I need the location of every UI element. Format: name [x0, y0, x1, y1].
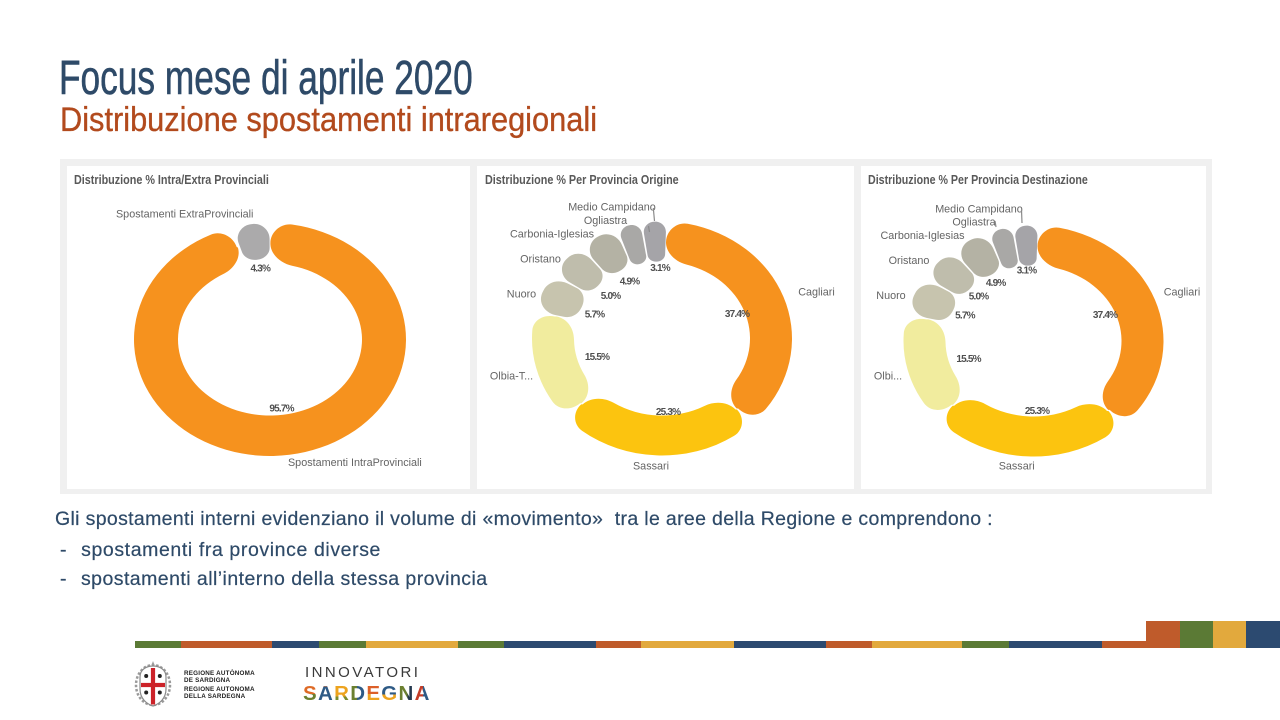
svg-text:25.3%: 25.3%: [1025, 406, 1050, 417]
svg-text:95.7%: 95.7%: [269, 403, 294, 414]
svg-text:25.3%: 25.3%: [656, 407, 681, 418]
svg-text:Olbi...: Olbi...: [874, 371, 902, 383]
svg-text:37.4%: 37.4%: [1093, 310, 1118, 321]
svg-text:3.1%: 3.1%: [1017, 266, 1038, 277]
svg-text:Cagliari: Cagliari: [798, 287, 835, 299]
svg-text:Oristano: Oristano: [889, 255, 930, 267]
svg-text:Oristano: Oristano: [520, 254, 561, 266]
svg-text:Ogliastra: Ogliastra: [584, 215, 627, 227]
svg-text:5.7%: 5.7%: [955, 310, 976, 321]
svg-text:Sassari: Sassari: [999, 461, 1035, 473]
svg-text:Cagliari: Cagliari: [1164, 287, 1201, 299]
svg-text:Carbonia-Iglesias: Carbonia-Iglesias: [510, 229, 595, 241]
svg-text:5.0%: 5.0%: [969, 292, 990, 303]
svg-text:Sassari: Sassari: [633, 461, 669, 473]
svg-text:Olbia-T...: Olbia-T...: [490, 371, 533, 383]
svg-text:15.5%: 15.5%: [585, 352, 610, 363]
svg-text:Medio Campidano: Medio Campidano: [935, 203, 1023, 215]
svg-text:Nuoro: Nuoro: [507, 289, 536, 301]
svg-text:Carbonia-Iglesias: Carbonia-Iglesias: [880, 230, 965, 242]
svg-text:4.9%: 4.9%: [986, 278, 1007, 289]
svg-text:Spostamenti ExtraProvinciali: Spostamenti ExtraProvinciali: [116, 209, 253, 221]
svg-text:5.0%: 5.0%: [601, 291, 622, 302]
svg-text:5.7%: 5.7%: [585, 310, 606, 321]
svg-text:Spostamenti IntraProvinciali: Spostamenti IntraProvinciali: [288, 457, 422, 469]
svg-text:37.4%: 37.4%: [725, 309, 750, 320]
svg-text:3.1%: 3.1%: [650, 263, 671, 274]
svg-text:Medio Campidano: Medio Campidano: [568, 202, 656, 214]
svg-text:15.5%: 15.5%: [956, 354, 981, 365]
svg-text:4.3%: 4.3%: [251, 263, 272, 274]
svg-text:Ogliastra: Ogliastra: [952, 216, 995, 228]
svg-text:Nuoro: Nuoro: [876, 290, 905, 302]
svg-text:4.9%: 4.9%: [620, 277, 641, 288]
